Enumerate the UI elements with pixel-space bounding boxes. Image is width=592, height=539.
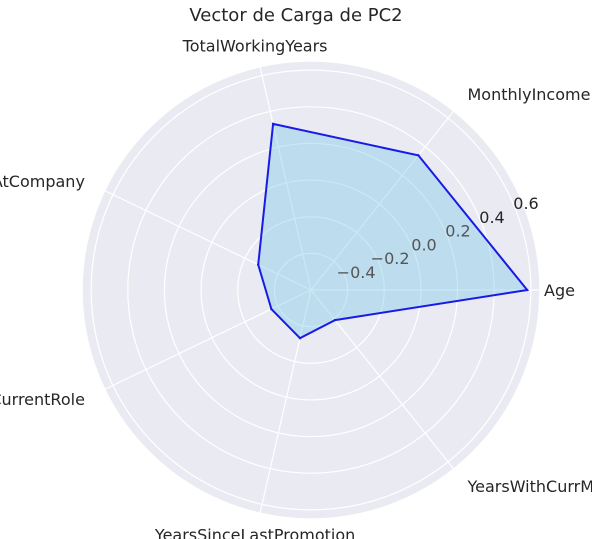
category-label: YearsSinceLastPromotion xyxy=(154,526,355,539)
grid-spoke xyxy=(104,190,312,291)
category-label: TotalWorkingYears xyxy=(182,36,328,55)
r-tick-label: 0.2 xyxy=(445,222,470,241)
category-label: YearsInCurrentRole xyxy=(0,390,85,409)
data-point xyxy=(270,307,273,311)
series-area xyxy=(258,123,528,339)
series-line xyxy=(257,122,530,340)
plot-area: −0.4−0.20.0 0.2 0.4 0.6 Age MonthlyIncome Tota… xyxy=(0,36,592,539)
r-tick-label: 0.4 xyxy=(479,208,504,227)
category-label: Age xyxy=(544,281,575,300)
r-tick-label: 0.0 xyxy=(411,235,436,254)
chart-title: Vector de Carga de PC2 xyxy=(189,5,402,26)
data-point xyxy=(256,263,260,266)
grid-spoke xyxy=(259,66,312,291)
category-label: MonthlyIncome xyxy=(468,85,591,104)
r-tick-label: −0.2 xyxy=(371,249,410,268)
r-tick-label: 0.6 xyxy=(513,194,538,213)
category-label: YearsWithCurrManager xyxy=(467,477,592,496)
category-label: YearsAtCompany xyxy=(0,172,85,191)
data-point xyxy=(417,154,420,157)
grid-spoke xyxy=(104,289,312,390)
r-tick-label: −0.4 xyxy=(337,263,376,282)
data-point xyxy=(333,318,337,322)
grid-spoke xyxy=(259,289,312,514)
grid-spoke xyxy=(310,110,455,291)
data-point xyxy=(298,337,302,340)
data-point xyxy=(525,288,529,292)
data-point xyxy=(271,122,275,126)
